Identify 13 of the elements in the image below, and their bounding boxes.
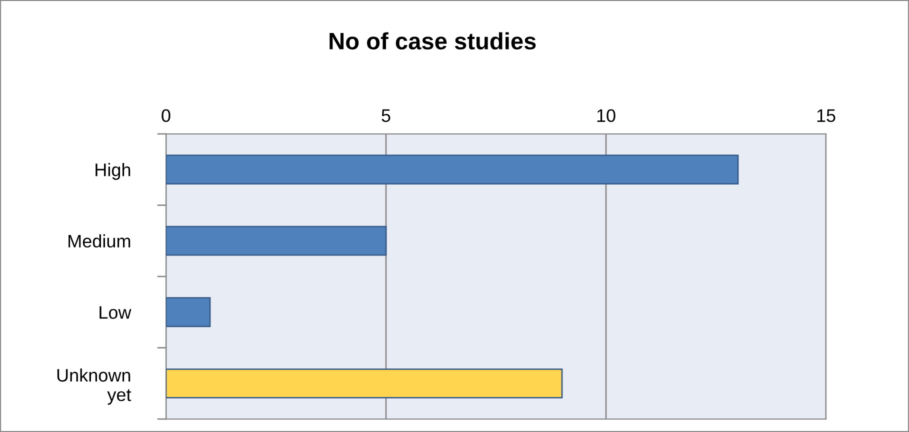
x-tick-label: 0 bbox=[162, 109, 170, 122]
chart-title: No of case studies bbox=[330, 32, 536, 50]
bar bbox=[166, 154, 739, 185]
x-tick-label: 15 bbox=[817, 109, 836, 122]
y-tick-label: Unknown yet bbox=[57, 368, 132, 405]
x-tick-label: 10 bbox=[597, 109, 616, 122]
bar bbox=[166, 368, 563, 398]
x-tick-label: 5 bbox=[382, 109, 390, 122]
y-tick-label: Medium bbox=[68, 234, 130, 248]
bar bbox=[166, 226, 387, 256]
bar bbox=[166, 297, 211, 328]
y-tick-label: High bbox=[96, 163, 130, 180]
y-tick-label: Low bbox=[100, 306, 132, 319]
